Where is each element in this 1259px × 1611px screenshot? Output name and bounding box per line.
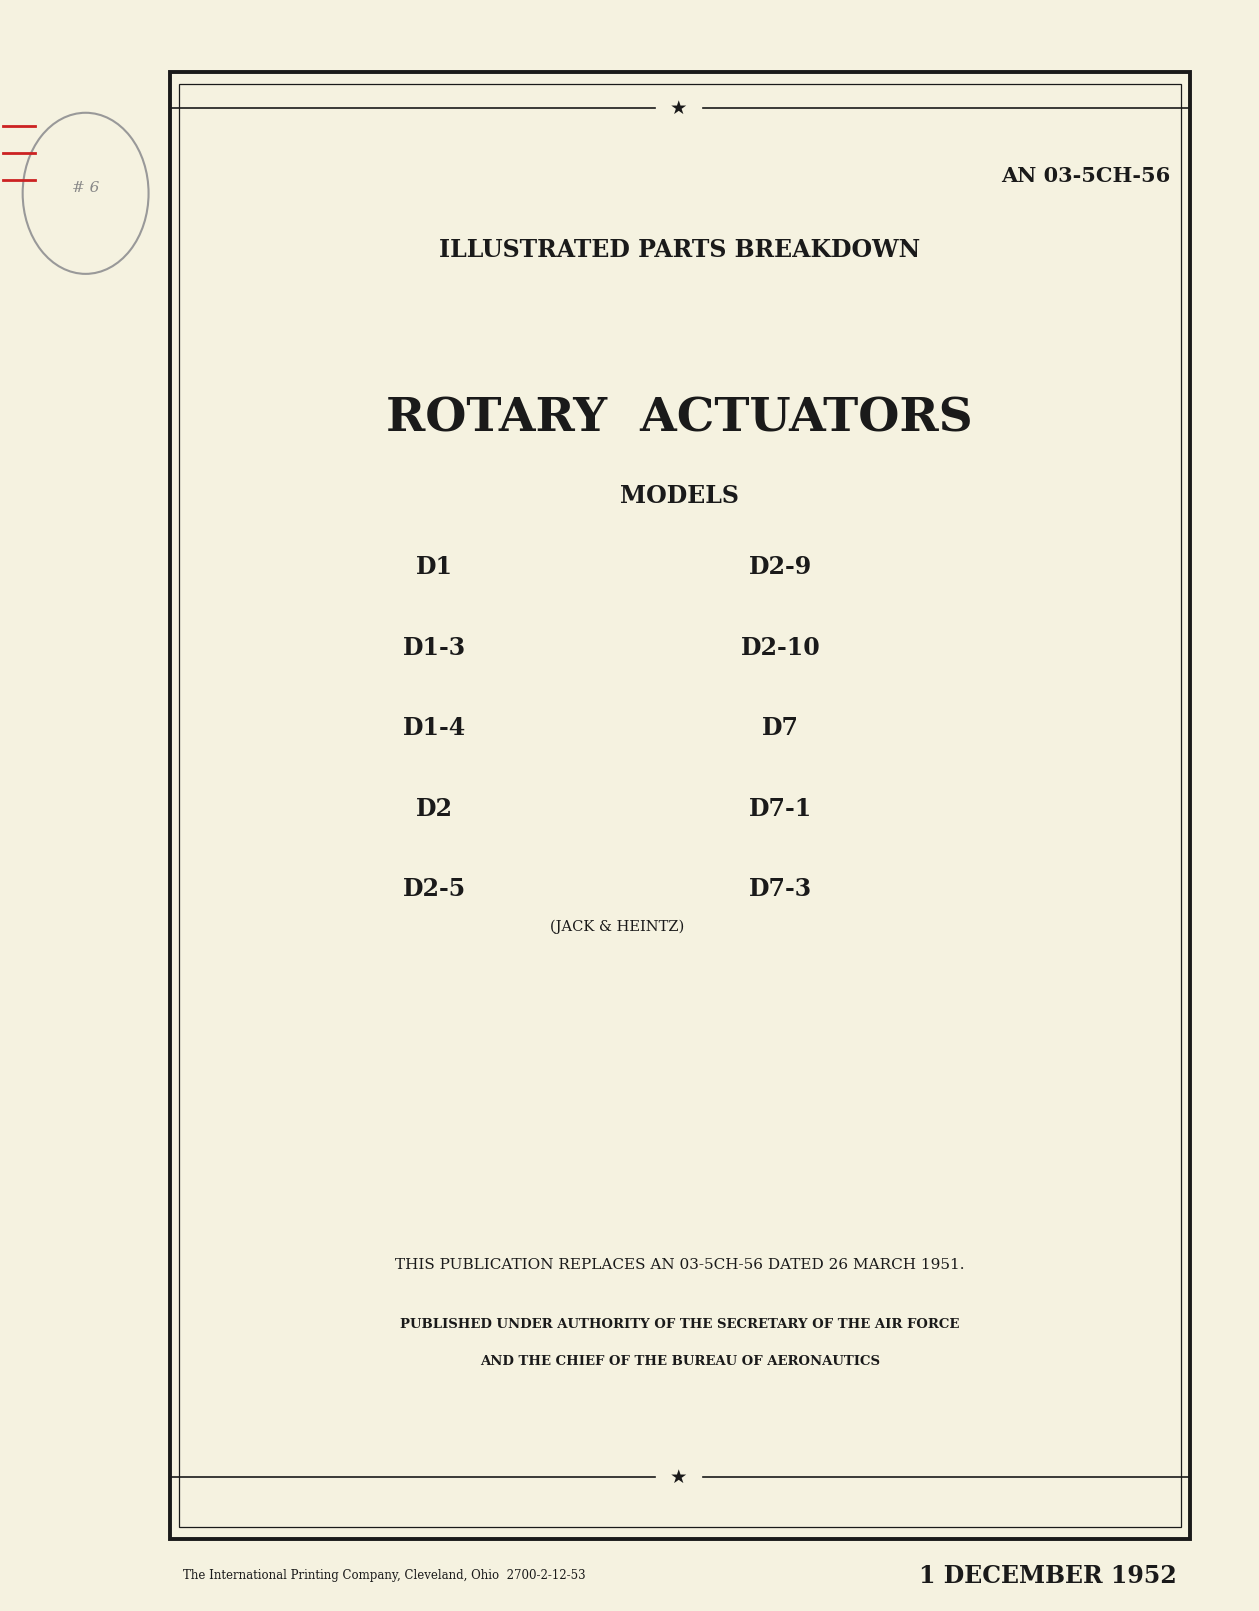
Text: D1-3: D1-3 bbox=[403, 636, 466, 659]
Text: D1: D1 bbox=[415, 556, 453, 578]
Text: (JACK & HEINTZ): (JACK & HEINTZ) bbox=[550, 920, 684, 933]
Text: D2-10: D2-10 bbox=[740, 636, 821, 659]
Text: # 6: # 6 bbox=[72, 182, 99, 195]
Bar bbox=[170, 72, 1190, 1539]
Text: D1-4: D1-4 bbox=[403, 717, 466, 739]
Text: AN 03-5CH-56: AN 03-5CH-56 bbox=[1002, 166, 1171, 185]
Text: AND THE CHIEF OF THE BUREAU OF AERONAUTICS: AND THE CHIEF OF THE BUREAU OF AERONAUTI… bbox=[480, 1355, 880, 1368]
Text: D2-9: D2-9 bbox=[749, 556, 812, 578]
Text: D7-1: D7-1 bbox=[749, 797, 812, 820]
Text: D7: D7 bbox=[762, 717, 799, 739]
Text: The International Printing Company, Cleveland, Ohio  2700-2-12-53: The International Printing Company, Clev… bbox=[183, 1569, 585, 1582]
Text: MODELS: MODELS bbox=[621, 485, 739, 507]
Text: ILLUSTRATED PARTS BREAKDOWN: ILLUSTRATED PARTS BREAKDOWN bbox=[439, 238, 920, 261]
Text: ★: ★ bbox=[670, 1468, 687, 1487]
Text: D7-3: D7-3 bbox=[749, 878, 812, 901]
Text: ROTARY  ACTUATORS: ROTARY ACTUATORS bbox=[387, 396, 973, 441]
Text: PUBLISHED UNDER AUTHORITY OF THE SECRETARY OF THE AIR FORCE: PUBLISHED UNDER AUTHORITY OF THE SECRETA… bbox=[400, 1318, 959, 1331]
Text: 1 DECEMBER 1952: 1 DECEMBER 1952 bbox=[919, 1564, 1177, 1587]
Text: D2: D2 bbox=[415, 797, 453, 820]
Bar bbox=[179, 84, 1181, 1527]
Text: D2-5: D2-5 bbox=[403, 878, 466, 901]
Text: ★: ★ bbox=[670, 98, 687, 118]
Text: THIS PUBLICATION REPLACES AN 03-5CH-56 DATED 26 MARCH 1951.: THIS PUBLICATION REPLACES AN 03-5CH-56 D… bbox=[395, 1258, 964, 1271]
